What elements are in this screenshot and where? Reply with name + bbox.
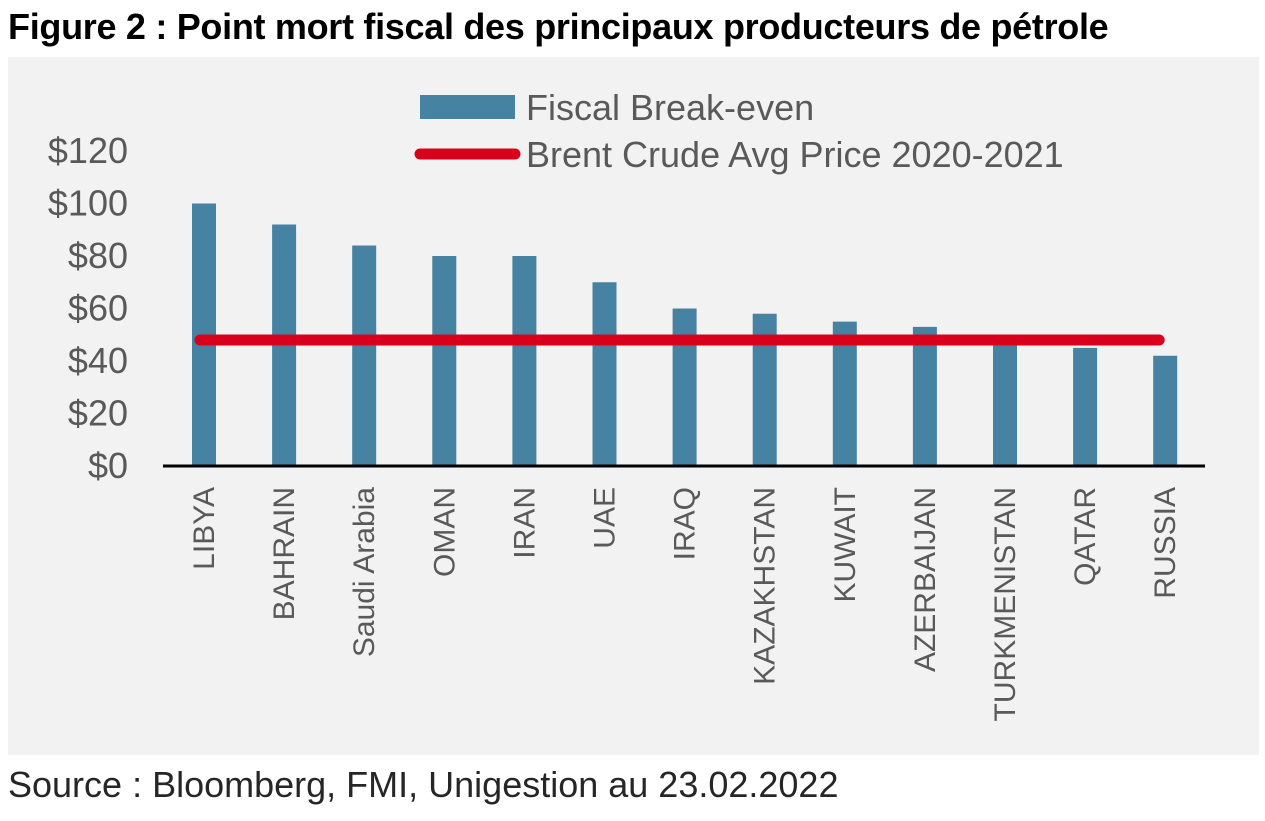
legend-label: Brent Crude Avg Price 2020-2021	[526, 134, 1064, 175]
chart-area: Fiscal Break-even Brent Crude Avg Price 2…	[8, 57, 1259, 755]
x-tick-label: AZERBAIJAN	[909, 487, 942, 672]
bar-saudi-arabia	[352, 245, 377, 466]
x-tick-label: Saudi Arabia	[348, 487, 381, 657]
x-tick-label: QATAR	[1069, 487, 1102, 586]
y-axis-ticks: $0 $20 $40 $60 $80 $100 $120	[48, 130, 128, 486]
bar-iraq	[672, 308, 697, 466]
x-tick-label: KUWAIT	[829, 487, 862, 603]
legend-swatch-bar	[420, 95, 515, 119]
x-tick-label: BAHRAIN	[268, 487, 301, 620]
y-tick-label: $0	[88, 445, 128, 486]
x-tick-label: IRAN	[508, 487, 541, 559]
y-tick-label: $120	[48, 130, 128, 171]
bar-iran	[512, 256, 537, 466]
source-note: Source : Bloomberg, FMI, Unigestion au 2…	[8, 764, 839, 805]
x-tick-label: KAZAKHSTAN	[749, 487, 782, 685]
bar-turkmenistan	[993, 334, 1017, 466]
legend: Fiscal Break-even Brent Crude Avg Price 2…	[414, 87, 1064, 175]
bar-uae	[592, 282, 617, 466]
x-axis-ticks: LIBYA BAHRAIN Saudi Arabia OMAN IRAN UAE IRAQ K…	[188, 487, 1182, 722]
figure-title: Figure 2 : Point mort fiscal des princip…	[8, 6, 1109, 47]
y-tick-label: $20	[68, 393, 128, 434]
bar-russia	[1153, 355, 1178, 466]
y-tick-label: $40	[68, 340, 128, 381]
legend-label: Fiscal Break-even	[526, 87, 814, 128]
bar-oman	[432, 256, 457, 466]
bar-qatar	[1073, 347, 1098, 466]
bar-azerbaijan	[912, 326, 937, 466]
y-tick-label: $80	[68, 235, 128, 276]
bars	[192, 203, 1178, 466]
bar-kuwait	[832, 321, 857, 466]
chart-svg: Fiscal Break-even Brent Crude Avg Price 2…	[48, 87, 1205, 722]
x-tick-label: LIBYA	[188, 487, 221, 570]
x-tick-label: TURKMENISTAN	[989, 487, 1022, 721]
x-tick-label: UAE	[589, 487, 622, 549]
y-tick-label: $100	[48, 183, 128, 224]
x-tick-label: RUSSIA	[1149, 487, 1182, 599]
x-tick-label: OMAN	[428, 487, 461, 577]
y-tick-label: $60	[68, 288, 128, 329]
x-tick-label: IRAQ	[669, 487, 702, 560]
